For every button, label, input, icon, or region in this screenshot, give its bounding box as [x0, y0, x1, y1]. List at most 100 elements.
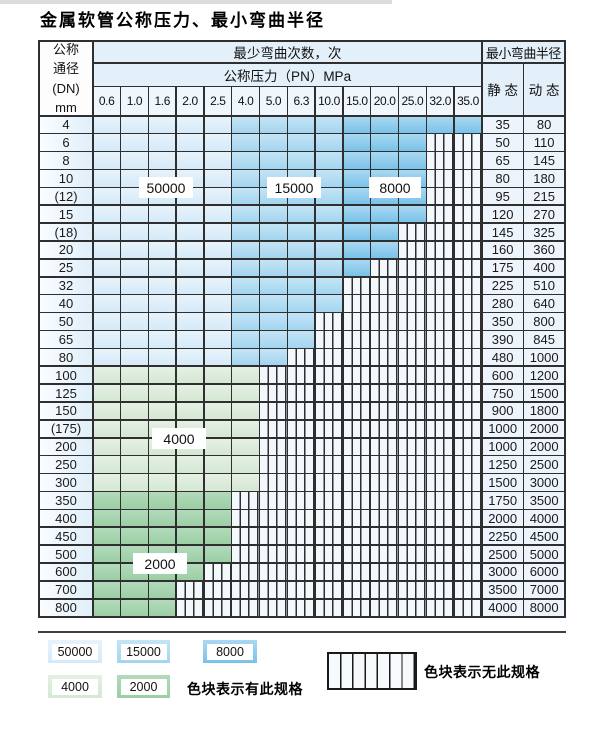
pressure-tick: 1.0: [121, 87, 148, 115]
spec-cell: [149, 527, 176, 545]
static-value: 280: [482, 295, 523, 312]
no-spec-cell: [399, 277, 426, 294]
spec-cell: [204, 188, 231, 205]
legend-no-spec-note: 色块表示无此规格: [424, 664, 540, 680]
no-spec-cell: [371, 545, 398, 563]
pressure-tick: 20.0: [371, 87, 398, 115]
dynamic-value: 1800: [524, 402, 565, 420]
no-spec-cell: [454, 438, 482, 455]
spec-cell: [288, 241, 315, 259]
spec-cell: [204, 545, 231, 563]
dn-label: 500: [40, 545, 92, 563]
no-spec-cell: [427, 384, 454, 402]
no-spec-cell: [427, 223, 454, 241]
no-spec-cell: [399, 384, 426, 402]
pressure-tick: 5.0: [260, 87, 287, 115]
no-spec-cell: [315, 563, 343, 581]
no-spec-cell: [427, 438, 454, 455]
legend-separator: [38, 631, 566, 633]
no-spec-cell: [343, 313, 370, 330]
spec-cell: [260, 205, 287, 223]
no-spec-cell: [315, 545, 343, 563]
no-spec-cell: [454, 259, 482, 277]
spec-cell: [343, 116, 370, 133]
spec-cell: [260, 223, 287, 241]
spec-cell: [176, 277, 204, 294]
spec-cell: [260, 295, 287, 312]
spec-cell: [121, 277, 148, 294]
spec-cell: [232, 116, 259, 133]
no-spec-cell: [288, 349, 315, 366]
no-spec-cell: [343, 456, 370, 473]
spec-grid: 公称 通径 (DN) mm 最少弯曲次数，次 最小弯曲半径 公称压力（PN）MP…: [38, 40, 567, 618]
legend-swatch-label: 2000: [120, 678, 167, 695]
spec-cell: [260, 116, 287, 133]
spec-cell: [93, 474, 120, 491]
static-value: 35: [482, 116, 523, 133]
spec-cell: [93, 510, 120, 527]
spec-cell: [121, 599, 148, 616]
no-spec-cell: [260, 420, 287, 438]
static-value: 145: [482, 223, 523, 241]
spec-cell: [232, 349, 259, 366]
no-spec-cell: [454, 223, 482, 241]
static-value: 3000: [482, 563, 523, 581]
no-spec-cell: [288, 384, 315, 402]
no-spec-cell: [454, 563, 482, 581]
spec-cell: [176, 313, 204, 330]
static-value: 1000: [482, 420, 523, 438]
no-spec-cell: [427, 205, 454, 223]
spec-cell: [204, 152, 231, 169]
spec-cell: [93, 438, 120, 455]
spec-cell: [93, 384, 120, 402]
no-spec-cell: [315, 313, 343, 330]
dn-label: (12): [40, 188, 92, 205]
spec-cell: [343, 205, 370, 223]
spec-cell: [399, 152, 426, 169]
dn-label: 15: [40, 205, 92, 223]
static-value: 95: [482, 188, 523, 205]
spec-cell: [149, 134, 176, 151]
dn-label: 700: [40, 581, 92, 599]
spec-cell: [343, 188, 370, 205]
no-spec-cell: [260, 599, 287, 616]
no-spec-cell: [427, 134, 454, 151]
no-spec-cell: [343, 277, 370, 294]
dn-label: 20: [40, 241, 92, 259]
no-spec-cell: [315, 581, 343, 599]
spec-cell: [121, 349, 148, 366]
spec-cell: [93, 241, 120, 259]
no-spec-cell: [371, 384, 398, 402]
spec-cell: [121, 116, 148, 133]
legend-swatch-label: 4000: [52, 678, 98, 695]
spec-cell: [176, 134, 204, 151]
spec-cell: [260, 349, 287, 366]
spec-cell: [149, 492, 176, 509]
dynamic-value: 145: [524, 152, 565, 169]
spec-cell: [232, 402, 259, 420]
no-spec-cell: [371, 474, 398, 491]
dn-label: 8: [40, 152, 92, 169]
spec-cell: [260, 152, 287, 169]
spec-cell: [121, 510, 148, 527]
no-spec-cell: [260, 581, 287, 599]
no-spec-cell: [260, 438, 287, 455]
no-spec-cell: [399, 563, 426, 581]
spec-cell: [232, 313, 259, 330]
dn-label: 250: [40, 456, 92, 473]
spec-cell: [399, 116, 426, 133]
spec-cell: [260, 313, 287, 330]
pressure-tick: 15.0: [343, 87, 370, 115]
spec-cell: [149, 205, 176, 223]
spec-cell: [204, 241, 231, 259]
no-spec-cell: [315, 438, 343, 455]
spec-cell: [149, 313, 176, 330]
no-spec-cell: [454, 599, 482, 616]
no-spec-cell: [343, 295, 370, 312]
spec-cell: [288, 295, 315, 312]
spec-cell: [204, 366, 231, 384]
pressure-tick: 1.6: [149, 87, 176, 115]
legend-swatch-label: 50000: [52, 643, 98, 660]
no-spec-cell: [315, 402, 343, 420]
spec-cell: [399, 134, 426, 151]
